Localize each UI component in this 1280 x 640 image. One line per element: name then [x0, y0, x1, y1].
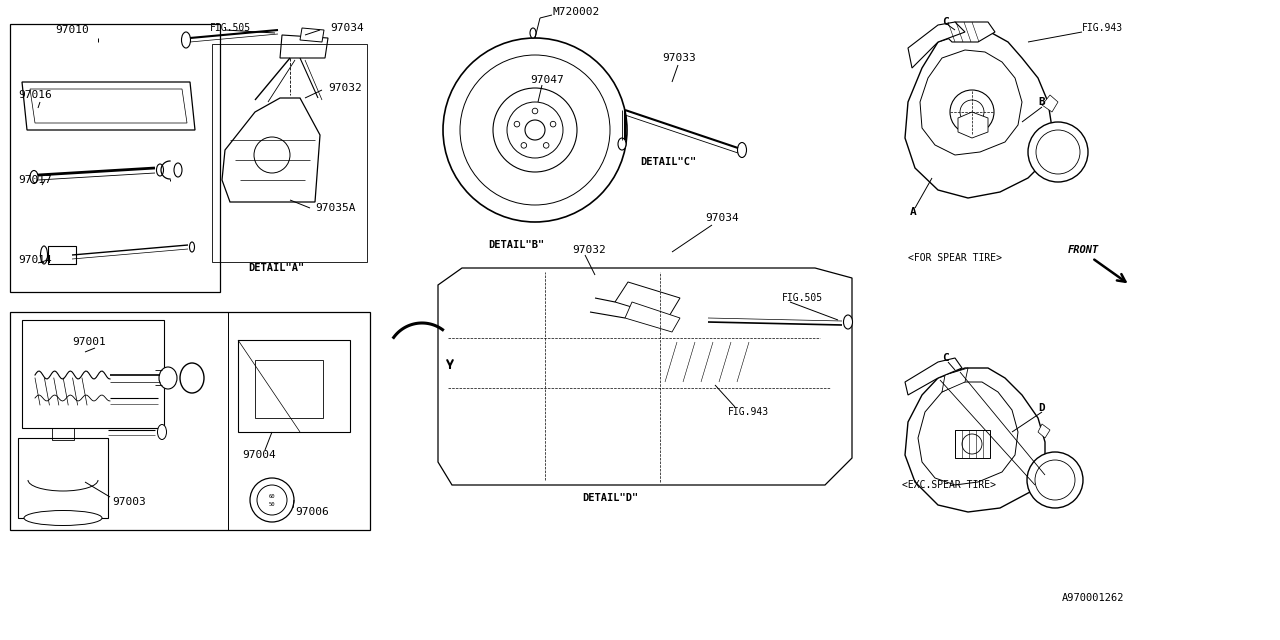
- Text: 60: 60: [269, 493, 275, 499]
- Polygon shape: [905, 32, 1052, 198]
- Text: <EXC.SPEAR TIRE>: <EXC.SPEAR TIRE>: [902, 480, 996, 490]
- Circle shape: [1036, 460, 1075, 500]
- Circle shape: [257, 485, 287, 515]
- Polygon shape: [614, 282, 680, 318]
- Circle shape: [544, 143, 549, 148]
- Text: 97047: 97047: [530, 75, 563, 85]
- Polygon shape: [905, 368, 1044, 512]
- Text: DETAIL"A": DETAIL"A": [248, 263, 305, 273]
- Ellipse shape: [29, 170, 38, 184]
- Text: DETAIL"D": DETAIL"D": [582, 493, 639, 503]
- Polygon shape: [957, 112, 988, 138]
- Bar: [18, 438, 108, 518]
- Text: B: B: [1038, 97, 1044, 107]
- Polygon shape: [918, 382, 1018, 485]
- Polygon shape: [908, 22, 965, 68]
- Polygon shape: [300, 28, 324, 42]
- Polygon shape: [1042, 95, 1059, 112]
- Text: 97017: 97017: [18, 175, 51, 185]
- Circle shape: [507, 102, 563, 158]
- Polygon shape: [22, 82, 195, 130]
- Text: 97034: 97034: [330, 23, 364, 33]
- Circle shape: [1036, 130, 1080, 174]
- Text: 97006: 97006: [294, 507, 329, 517]
- Bar: [212, 44, 367, 262]
- Text: <FOR SPEAR TIRE>: <FOR SPEAR TIRE>: [908, 253, 1002, 263]
- Polygon shape: [625, 302, 680, 332]
- Polygon shape: [1038, 424, 1050, 438]
- Text: DETAIL"B": DETAIL"B": [488, 240, 544, 250]
- Circle shape: [250, 478, 294, 522]
- Ellipse shape: [737, 143, 746, 157]
- Bar: [238, 340, 349, 432]
- Circle shape: [963, 434, 982, 454]
- Text: C: C: [942, 17, 948, 27]
- Text: D: D: [1038, 403, 1044, 413]
- Circle shape: [493, 88, 577, 172]
- Ellipse shape: [189, 242, 195, 252]
- Ellipse shape: [182, 32, 191, 48]
- Ellipse shape: [156, 164, 164, 176]
- Circle shape: [950, 90, 995, 134]
- Text: A970001262: A970001262: [1062, 593, 1125, 603]
- Bar: [49, 246, 76, 264]
- Ellipse shape: [41, 246, 47, 264]
- Text: C: C: [942, 353, 948, 363]
- Text: A: A: [910, 207, 916, 217]
- Circle shape: [525, 120, 545, 140]
- Text: FIG.505: FIG.505: [782, 293, 823, 303]
- Circle shape: [550, 122, 556, 127]
- Polygon shape: [438, 268, 852, 485]
- Polygon shape: [920, 50, 1021, 155]
- Text: FRONT: FRONT: [1068, 245, 1100, 255]
- Ellipse shape: [618, 138, 626, 150]
- Polygon shape: [905, 358, 963, 395]
- Ellipse shape: [174, 163, 182, 177]
- Text: 50: 50: [269, 502, 275, 506]
- Circle shape: [1028, 122, 1088, 182]
- Text: FIG.943: FIG.943: [728, 407, 769, 417]
- Circle shape: [521, 143, 526, 148]
- Bar: [52, 428, 74, 440]
- Text: 97035A: 97035A: [315, 203, 356, 213]
- Bar: [22, 320, 164, 428]
- Polygon shape: [221, 98, 320, 202]
- Ellipse shape: [24, 511, 102, 525]
- Polygon shape: [280, 35, 328, 58]
- Ellipse shape: [844, 315, 852, 329]
- Circle shape: [253, 137, 291, 173]
- Ellipse shape: [159, 367, 177, 389]
- Polygon shape: [942, 368, 968, 392]
- Text: 97034: 97034: [705, 213, 739, 223]
- Text: M720002: M720002: [552, 7, 599, 17]
- Text: FIG.943: FIG.943: [1082, 23, 1123, 33]
- Text: 97004: 97004: [242, 450, 275, 460]
- Text: 97033: 97033: [662, 53, 696, 63]
- Bar: [955, 430, 989, 458]
- Text: 97010: 97010: [55, 25, 88, 35]
- Circle shape: [960, 100, 984, 124]
- Text: 97032: 97032: [328, 83, 362, 93]
- Circle shape: [515, 122, 520, 127]
- Bar: [10, 312, 370, 530]
- Text: FIG.505: FIG.505: [210, 23, 251, 33]
- Circle shape: [460, 55, 611, 205]
- Circle shape: [1027, 452, 1083, 508]
- Circle shape: [532, 108, 538, 114]
- Text: 97001: 97001: [72, 337, 106, 347]
- Polygon shape: [942, 22, 995, 42]
- Text: 97003: 97003: [113, 497, 146, 507]
- Text: 97032: 97032: [572, 245, 605, 255]
- Text: 97014: 97014: [18, 255, 51, 265]
- Ellipse shape: [157, 424, 166, 440]
- Bar: [255, 360, 323, 418]
- Bar: [10, 24, 220, 292]
- Text: 97016: 97016: [18, 90, 51, 100]
- Circle shape: [443, 38, 627, 222]
- Polygon shape: [29, 89, 187, 123]
- Text: DETAIL"C": DETAIL"C": [640, 157, 696, 167]
- Ellipse shape: [530, 28, 536, 38]
- Ellipse shape: [180, 363, 204, 393]
